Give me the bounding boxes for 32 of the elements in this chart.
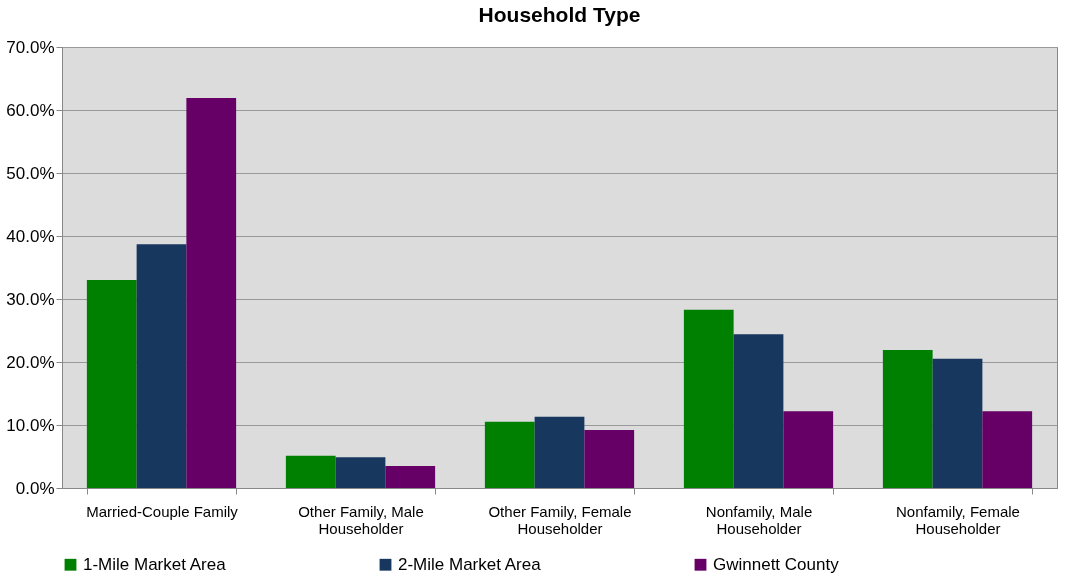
x-tick-label: Married-Couple Family <box>86 502 239 520</box>
y-tick-label: 10.0% <box>6 415 55 435</box>
y-tick-label: 20.0% <box>6 352 55 372</box>
x-tick-label: Other Family, Female Householder <box>488 502 632 537</box>
bar <box>285 455 336 488</box>
x-tick-label: Nonfamily, Female Householder <box>896 502 1020 537</box>
bar <box>733 334 784 488</box>
y-tick-label: 50.0% <box>6 163 55 183</box>
y-tick-label: 30.0% <box>6 289 55 309</box>
bar <box>136 244 187 488</box>
y-tick-label: 40.0% <box>6 226 55 246</box>
bar <box>484 421 535 488</box>
bar <box>186 98 237 488</box>
legend-label: 1-Mile Market Area <box>83 554 227 574</box>
x-tick-label: Other Family, Male Householder <box>298 502 424 537</box>
bar <box>584 430 635 488</box>
bar <box>385 465 436 488</box>
legend-label: 2-Mile Market Area <box>398 554 542 574</box>
bar <box>534 416 585 488</box>
y-tick-label: 60.0% <box>6 100 55 120</box>
bar <box>932 358 983 488</box>
bar <box>982 411 1033 488</box>
legend-label: Gwinnett County <box>713 554 840 574</box>
y-tick-label: 70.0% <box>6 37 55 57</box>
y-tick-label: 0.0% <box>15 478 55 498</box>
bar <box>683 309 734 488</box>
bar <box>882 350 933 488</box>
x-tick-label: Nonfamily, Male Householder <box>705 502 813 537</box>
chart-title: Household Type <box>478 3 641 26</box>
bar <box>783 411 834 488</box>
bar <box>86 280 137 488</box>
bar <box>335 457 386 488</box>
